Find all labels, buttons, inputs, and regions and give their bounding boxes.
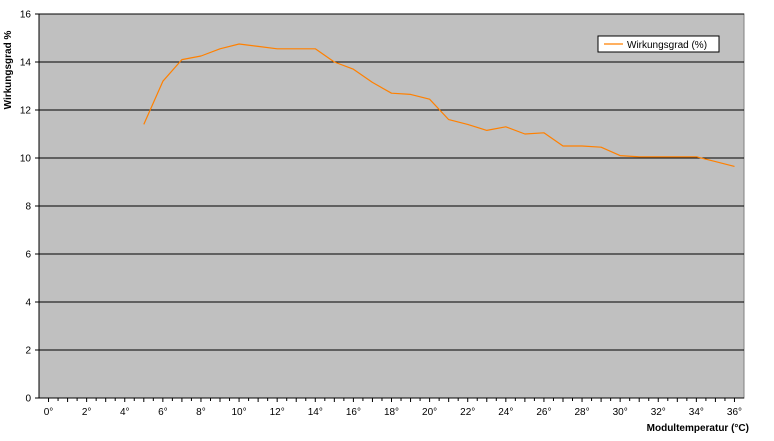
- y-tick-label-6: 6: [25, 250, 31, 261]
- y-tick-label-0: 0: [25, 394, 31, 405]
- y-tick-label-10: 10: [20, 154, 32, 165]
- series-line-0: [143, 43, 735, 167]
- legend-box: [597, 35, 720, 53]
- gridlines: [39, 13, 744, 351]
- y-tick-label-4: 4: [25, 298, 31, 309]
- x-tick-label-8: 8°: [196, 407, 206, 418]
- x-tick-label-28: 28°: [574, 407, 589, 418]
- x-tick-label-12: 12°: [270, 407, 285, 418]
- x-tick-label-22: 22°: [460, 407, 475, 418]
- x-tick-label-20: 20°: [422, 407, 437, 418]
- x-tick-label-32: 32°: [651, 407, 666, 418]
- x-tick-label-0: 0°: [44, 407, 54, 418]
- x-tick-label-34: 34°: [689, 407, 704, 418]
- y-tick-label-16: 16: [20, 10, 32, 21]
- x-tick-label-24: 24°: [498, 407, 513, 418]
- y-axis-title: Wirkungsgrad %: [3, 30, 14, 109]
- x-tick-label-26: 26°: [536, 407, 551, 418]
- x-tick-label-36: 36°: [727, 407, 742, 418]
- x-axis-title: Modultemperatur (°C): [647, 423, 749, 434]
- x-tick-label-6: 6°: [158, 407, 168, 418]
- legend: Wirkungsgrad (%): [597, 35, 720, 53]
- x-tick-label-10: 10°: [232, 407, 247, 418]
- x-tick-label-30: 30°: [613, 407, 628, 418]
- x-tick-label-4: 4°: [120, 407, 130, 418]
- x-tick-label-18: 18°: [384, 407, 399, 418]
- y-tick-label-12: 12: [20, 106, 32, 117]
- x-tick-label-14: 14°: [308, 407, 323, 418]
- x-tick-label-2: 2°: [82, 407, 92, 418]
- y-tick-label-8: 8: [25, 202, 31, 213]
- series-layer: [143, 43, 735, 167]
- axes: 0 2 4 6 8 10 12 14 16 0° 2° 4° 6° 8° 10° 12° 14° 16° 18° 20…: [20, 10, 744, 418]
- legend-label: Wirkungsgrad (%): [627, 40, 707, 51]
- x-tick-label-16: 16°: [346, 407, 361, 418]
- y-tick-label-14: 14: [20, 58, 32, 69]
- y-tick-label-2: 2: [25, 346, 31, 357]
